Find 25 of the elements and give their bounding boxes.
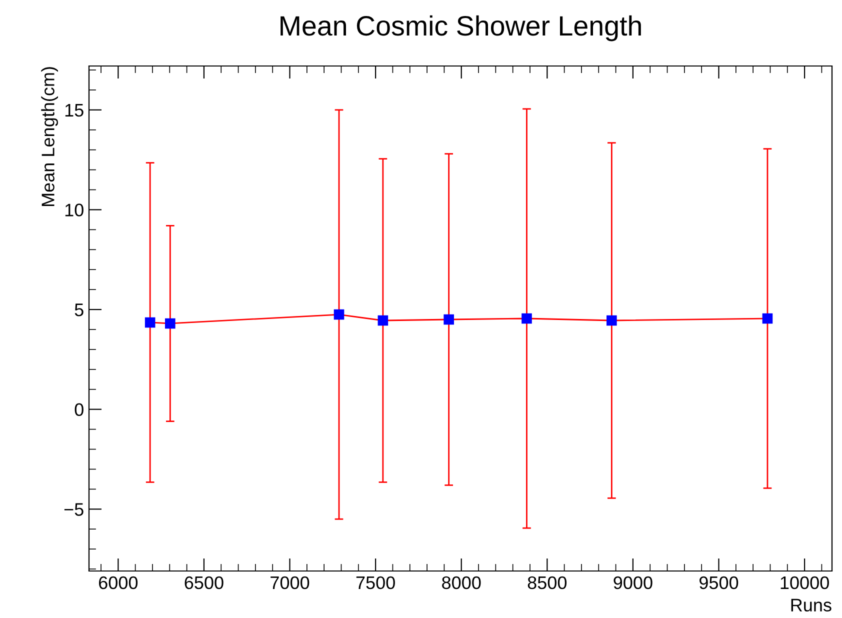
x-tick-label: 9500 xyxy=(700,576,738,590)
y-tick-label: 0 xyxy=(74,403,84,416)
x-tick-label: 10000 xyxy=(780,576,829,590)
point xyxy=(165,318,176,329)
x-tick-label: 9000 xyxy=(614,576,652,590)
y-tick-label: 15 xyxy=(65,104,84,117)
point xyxy=(334,309,344,320)
y-tick-label: −5 xyxy=(64,503,84,516)
x-tick-label: 7500 xyxy=(356,576,395,590)
y-tick-label: 5 xyxy=(74,304,84,316)
point xyxy=(144,317,156,328)
point xyxy=(378,315,388,326)
y-axis-title: Mean Length(cm) xyxy=(41,67,58,206)
point xyxy=(762,313,773,324)
x-tick-label: 8500 xyxy=(528,576,567,590)
point xyxy=(606,315,617,326)
x-tick-label: 7000 xyxy=(270,576,310,590)
x-axis-title: Runs xyxy=(791,598,832,612)
point xyxy=(444,314,454,325)
x-tick-label: 6500 xyxy=(184,576,224,590)
x-tick-label: 6000 xyxy=(99,576,138,590)
y-tick-label: 10 xyxy=(65,204,84,216)
x-tick-label: 8000 xyxy=(442,576,481,590)
point xyxy=(522,313,532,324)
chart-title: Mean Cosmic Shower Length xyxy=(280,15,641,42)
